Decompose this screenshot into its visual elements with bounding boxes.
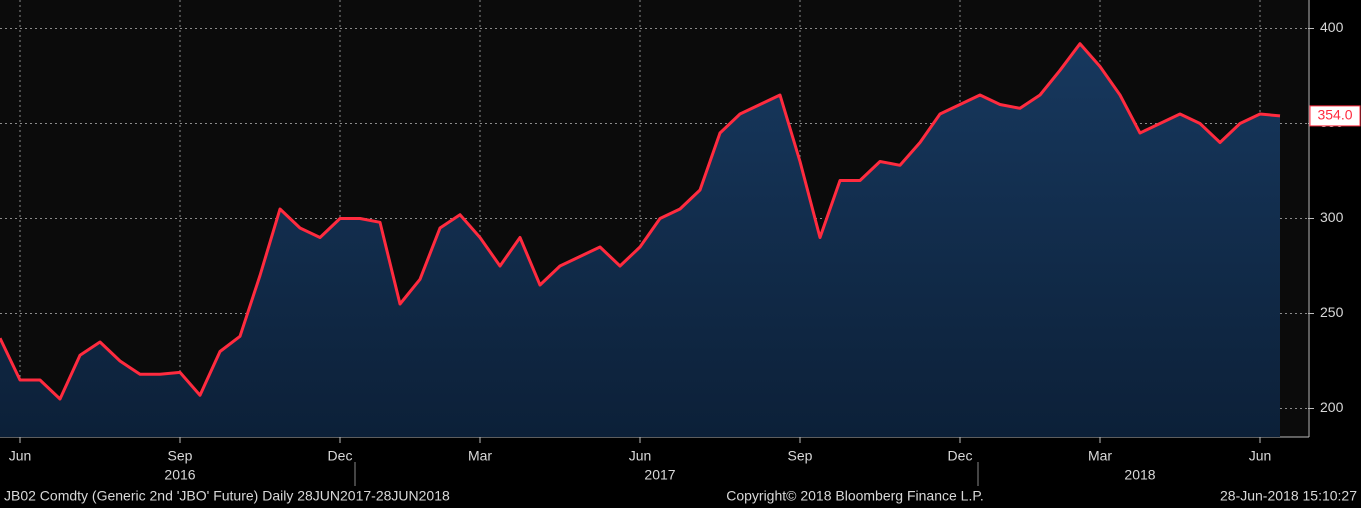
x-tick-label: Jun xyxy=(9,448,32,464)
y-tick-label: 250 xyxy=(1320,304,1344,320)
footer-right: 28-Jun-2018 15:10:27 xyxy=(1220,488,1357,504)
y-tick-label: 200 xyxy=(1320,399,1344,415)
x-tick-label: Jun xyxy=(1249,448,1272,464)
x-tick-label: Mar xyxy=(1088,448,1112,464)
y-tick-label: 300 xyxy=(1320,209,1344,225)
year-label: 2018 xyxy=(1124,467,1155,483)
footer-center: Copyright© 2018 Bloomberg Finance L.P. xyxy=(726,488,984,504)
y-tick-label: 400 xyxy=(1320,19,1344,35)
area xyxy=(0,43,1280,437)
year-label: 2017 xyxy=(644,467,675,483)
x-tick-label: Dec xyxy=(948,448,973,464)
last-value-label: 354.0 xyxy=(1317,107,1352,123)
last-value-box xyxy=(1309,105,1361,127)
x-tick-label: Mar xyxy=(468,448,492,464)
x-tick-label: Sep xyxy=(168,448,193,464)
footer-left: JB02 Comdty (Generic 2nd 'JBO' Future) D… xyxy=(4,488,450,504)
year-label: 2016 xyxy=(164,467,195,483)
x-tick-label: Jun xyxy=(629,448,652,464)
x-tick-label: Dec xyxy=(328,448,353,464)
line xyxy=(0,42,1281,401)
x-tick-label: Sep xyxy=(788,448,813,464)
